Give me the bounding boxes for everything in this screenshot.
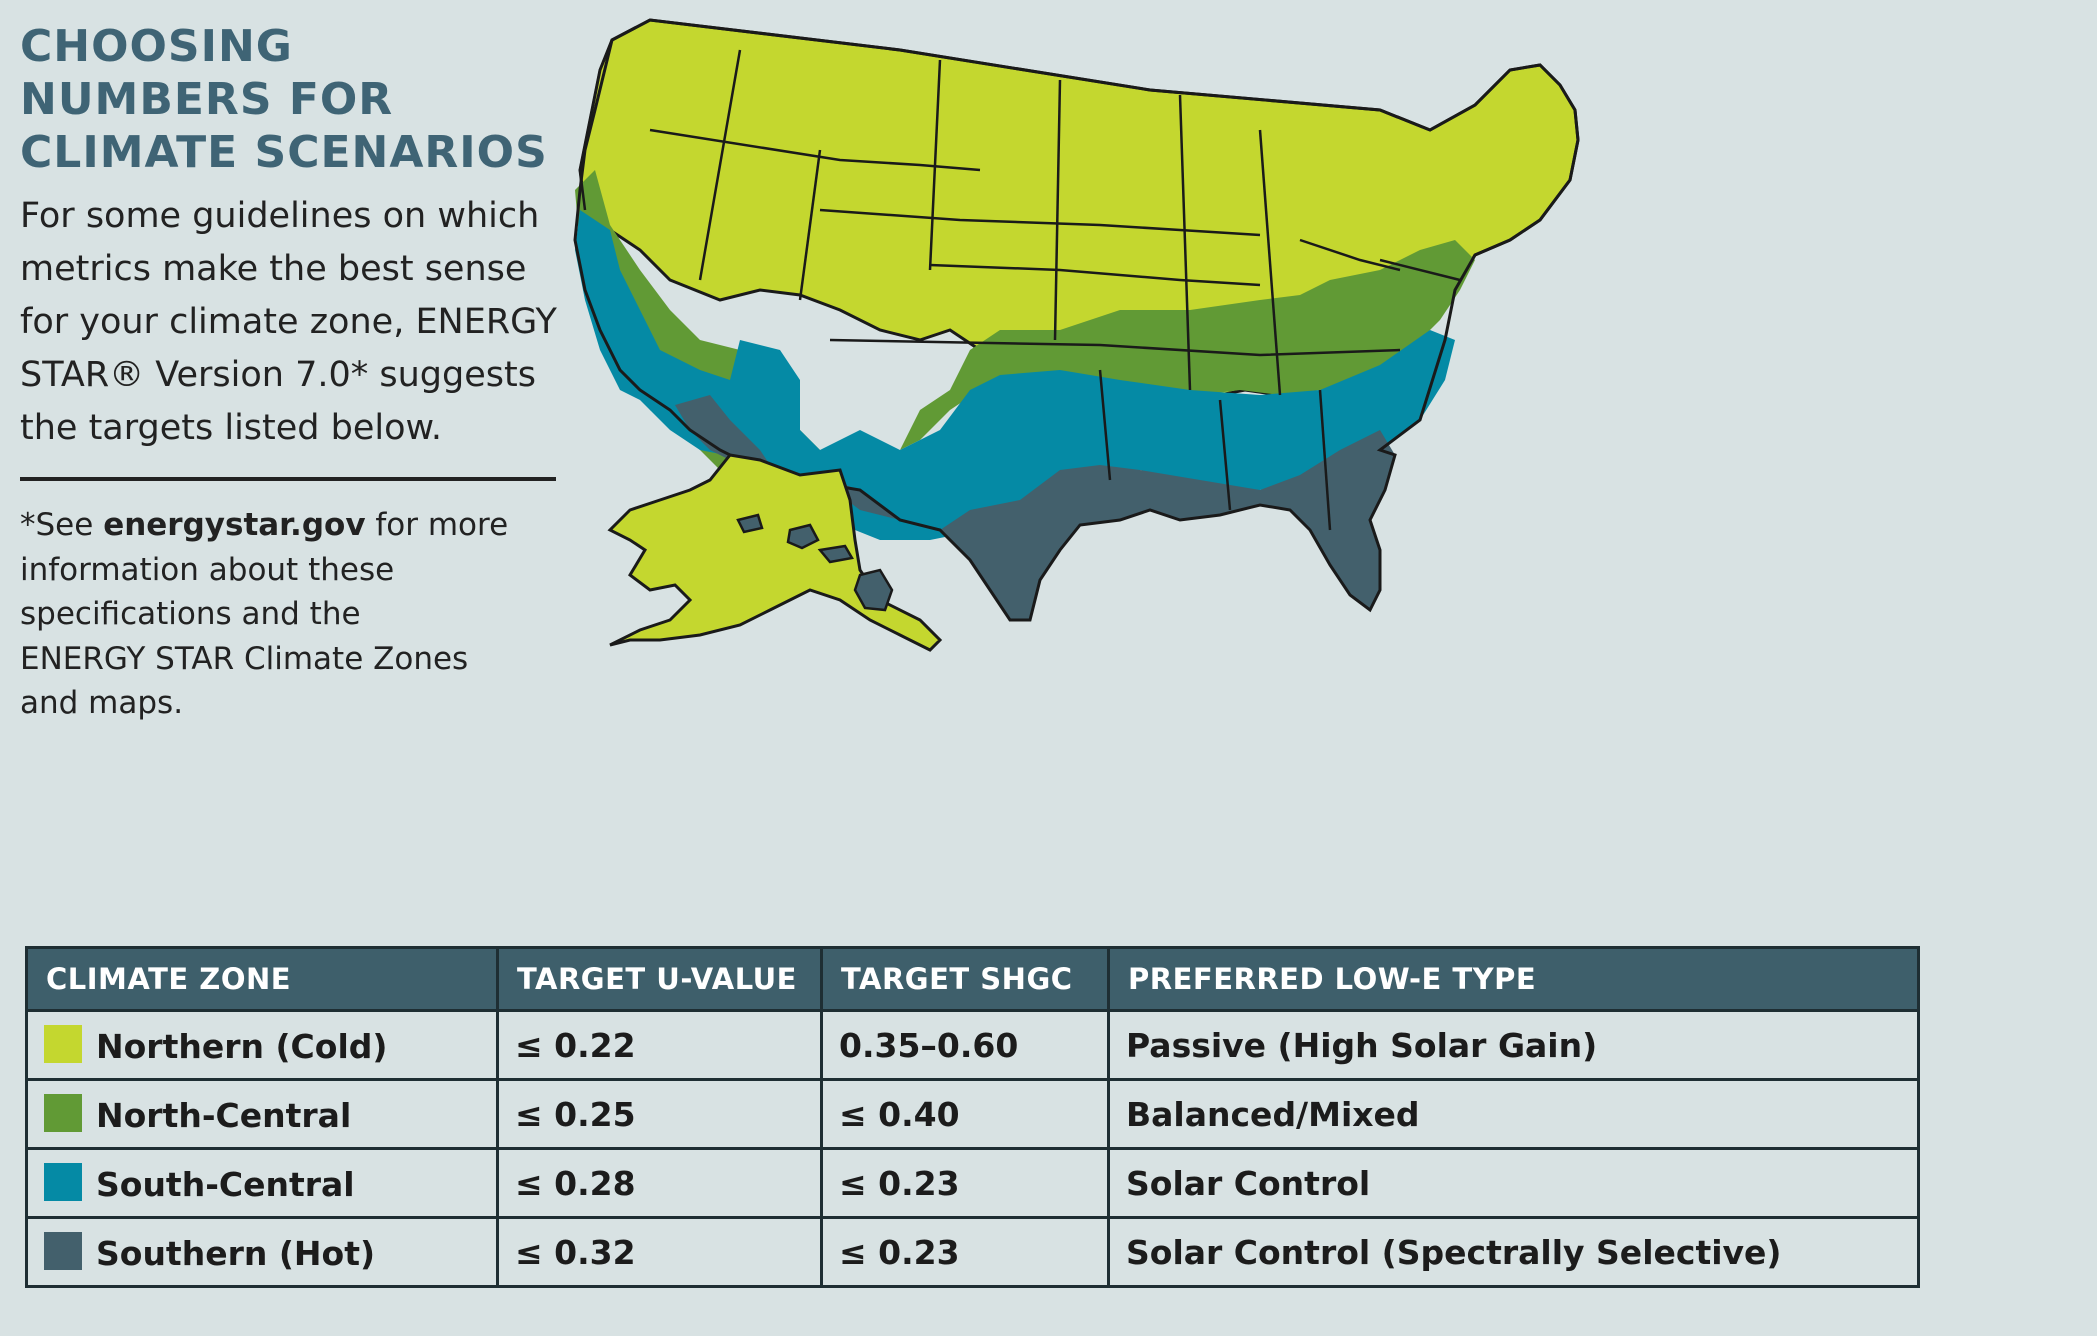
table-row: North-Central ≤ 0.25 ≤ 0.40 Balanced/Mixed: [25, 1078, 1920, 1150]
map-zone-north-central: [575, 170, 1475, 510]
column-header: CLIMATE ZONE: [25, 946, 499, 1012]
energystar-link[interactable]: energystar.gov: [103, 507, 366, 543]
intro-paragraph: For some guidelines on which metrics mak…: [20, 190, 580, 455]
low-e-cell: Passive (High Solar Gain): [1107, 1009, 1920, 1081]
zone-swatch: [44, 1025, 82, 1063]
zone-label: Northern (Cold): [96, 1026, 388, 1066]
map-zone-south-central: [575, 210, 1455, 540]
zone-cell: North-Central: [25, 1078, 499, 1150]
intro-line: for your climate zone, ENERGY: [20, 302, 557, 342]
zone-swatch: [44, 1163, 82, 1201]
footnote-line: and maps.: [20, 685, 184, 721]
shgc-cell: ≤ 0.40: [820, 1078, 1110, 1150]
footnote-line: *See energystar.gov for more: [20, 503, 560, 548]
map-zone-southern: [675, 395, 1395, 620]
zone-cell: South-Central: [25, 1147, 499, 1219]
table-header-row: CLIMATE ZONE TARGET U-VALUE TARGET SHGC …: [25, 946, 1920, 1012]
intro-line: the targets listed below.: [20, 408, 443, 448]
low-e-cell: Solar Control (Spectrally Selective): [1107, 1216, 1920, 1288]
zone-cell: Northern (Cold): [25, 1009, 499, 1081]
shgc-cell: ≤ 0.23: [820, 1216, 1110, 1288]
zone-swatch: [44, 1094, 82, 1132]
title-line: NUMBERS FOR: [20, 74, 394, 125]
table-row: South-Central ≤ 0.28 ≤ 0.23 Solar Control: [25, 1147, 1920, 1219]
title-line: CLIMATE SCENARIOS: [20, 127, 548, 178]
intro-line: metrics make the best sense: [20, 249, 527, 289]
footnote: *See energystar.gov for more information…: [20, 503, 560, 726]
u-value-cell: ≤ 0.22: [496, 1009, 823, 1081]
map-hawaii: [736, 513, 894, 612]
zone-label: Southern (Hot): [96, 1233, 376, 1273]
intro-line: STAR® Version 7.0* suggests: [20, 355, 536, 395]
low-e-cell: Balanced/Mixed: [1107, 1078, 1920, 1150]
u-value-cell: ≤ 0.25: [496, 1078, 823, 1150]
column-header: TARGET SHGC: [820, 946, 1110, 1012]
column-header: TARGET U-VALUE: [496, 946, 823, 1012]
title-line: CHOOSING: [20, 21, 293, 72]
zone-label: South-Central: [96, 1164, 355, 1204]
footnote-line: specifications and the: [20, 596, 361, 632]
table-row: Southern (Hot) ≤ 0.32 ≤ 0.23 Solar Control …: [25, 1216, 1920, 1288]
shgc-cell: ≤ 0.23: [820, 1147, 1110, 1219]
table-row: Northern (Cold) ≤ 0.22 0.35–0.60 Passive (H…: [25, 1009, 1920, 1081]
u-value-cell: ≤ 0.32: [496, 1216, 823, 1288]
shgc-cell: 0.35–0.60: [820, 1009, 1110, 1081]
intro-line: For some guidelines on which: [20, 196, 540, 236]
footnote-suffix: for more: [365, 507, 509, 543]
low-e-cell: Solar Control: [1107, 1147, 1920, 1219]
us-outline: [573, 18, 1580, 622]
column-header: PREFERRED LOW-E TYPE: [1107, 946, 1920, 1012]
map-alaska: [607, 453, 943, 652]
page-title: CHOOSING NUMBERS FOR CLIMATE SCENARIOS: [20, 20, 580, 179]
divider: [20, 477, 556, 481]
climate-targets-table: CLIMATE ZONE TARGET U-VALUE TARGET SHGC …: [25, 946, 1920, 1288]
u-value-cell: ≤ 0.28: [496, 1147, 823, 1219]
climate-zone-map: [573, 18, 1580, 652]
footnote-line: ENERGY STAR Climate Zones: [20, 640, 469, 677]
zone-label: North-Central: [96, 1095, 352, 1135]
footnote-prefix: *See: [20, 507, 104, 543]
zone-cell: Southern (Hot): [25, 1216, 499, 1288]
table-body: Northern (Cold) ≤ 0.22 0.35–0.60 Passive (H…: [25, 1009, 1920, 1288]
footnote-line: information about these: [20, 551, 395, 588]
zone-swatch: [44, 1232, 82, 1270]
